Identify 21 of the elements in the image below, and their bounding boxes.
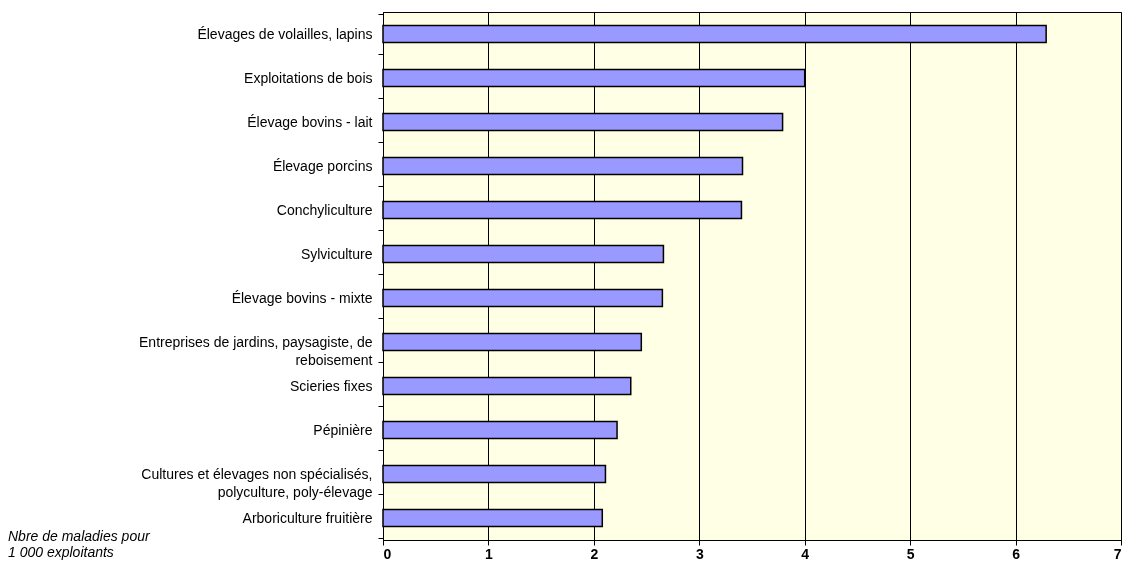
x-tick-label: 5 bbox=[906, 545, 915, 562]
y-tick-label: Pépinière bbox=[313, 421, 373, 438]
y-tick-label: Élevage bovins - mixte bbox=[231, 289, 373, 306]
y-tick-label: Conchyliculture bbox=[276, 201, 373, 218]
x-tick-label: 0 bbox=[383, 545, 392, 562]
y-tick-label: Arboriculture fruitière bbox=[242, 509, 373, 526]
y-tick-label: Scieries fixes bbox=[290, 377, 373, 394]
y-tick-label: Cultures et élevages non spécialisés, polyculture, poly-élevage bbox=[141, 465, 373, 500]
y-tick-label: Élevage porcins bbox=[272, 157, 373, 174]
y-tick-label: Entreprises de jardins, paysagiste, de reboisement bbox=[139, 333, 373, 368]
x-tick-label: 3 bbox=[695, 545, 704, 562]
x-tick-label: 7 bbox=[1113, 545, 1122, 562]
text: Nbre de maladies pour 1 000 exploitants bbox=[8, 528, 151, 560]
y-tick-label: Exploitations de bois bbox=[244, 69, 373, 86]
y-tick-label: Élevages de volailles, lapins bbox=[197, 25, 373, 42]
x-tick-label: 2 bbox=[590, 545, 599, 562]
y-tick-label: Élevage bovins - lait bbox=[247, 113, 373, 130]
x-tick-label: 6 bbox=[1012, 545, 1021, 562]
x-tick-label: 1 bbox=[485, 545, 494, 562]
x-tick-label: 4 bbox=[801, 545, 810, 562]
y-tick-label: Sylviculture bbox=[300, 245, 373, 262]
